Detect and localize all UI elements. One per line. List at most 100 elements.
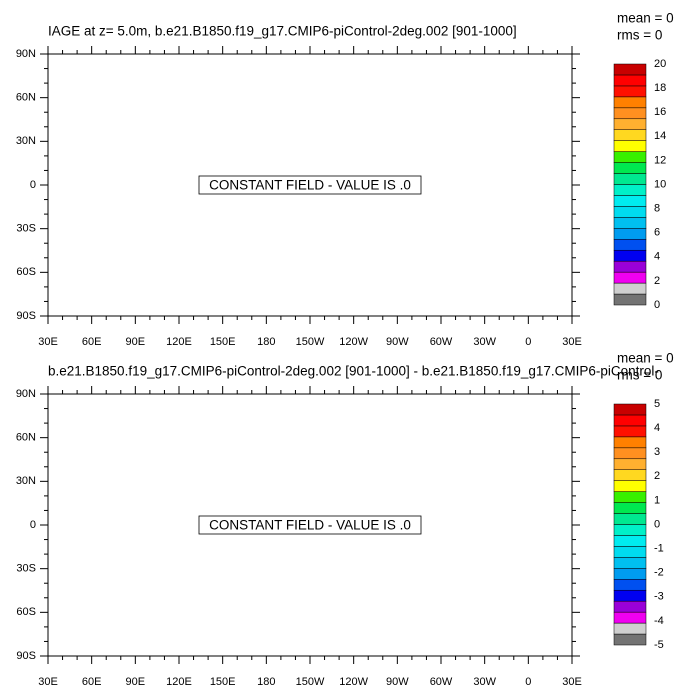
colorbar-label: 2 [654,470,660,482]
colorbar-box [613,589,647,602]
colorbar-box [613,282,647,295]
y-tick-label: 30S [16,223,36,235]
y-tick-label: 30N [16,475,36,487]
stat-label: mean = 0 [617,11,674,26]
stat-label: rms = 0 [617,28,662,43]
x-tick-label: 30E [562,676,582,688]
stat-label: rms = 0 [617,368,662,383]
panel-title: IAGE at z= 5.0m, b.e21.B1850.f19_g17.CMI… [48,24,517,39]
colorbar-box [613,239,647,251]
colorbar-label: 18 [654,82,666,94]
x-tick-label: 30W [473,336,496,348]
colorbar-box [613,611,647,624]
message-box [198,515,422,535]
colorbar-box [613,579,647,591]
colorbar-box [613,546,647,558]
x-tick-label: 150W [296,336,325,348]
colorbar-box [613,436,647,449]
colorbar-box [613,535,647,547]
colorbar-box [613,425,647,438]
colorbar-label: -3 [654,591,664,603]
colorbar-box [613,74,647,87]
x-tick-label: 0 [525,676,531,688]
colorbar-box [613,568,647,580]
x-tick-label: 120W [339,676,368,688]
colorbar-box [613,217,647,229]
x-tick-label: 150E [210,676,236,688]
colorbar-box [613,228,647,240]
colorbar-box [613,195,647,207]
colorbar-box [613,85,647,98]
x-tick-label: 150W [296,676,325,688]
colorbar-box [613,184,647,196]
colorbar-label: -1 [654,543,664,555]
colorbar-box [613,260,647,273]
colorbar-box [613,414,647,427]
x-tick-label: 30W [473,676,496,688]
colorbar-box [613,162,647,174]
colorbar-label: 16 [654,106,666,118]
message: CONSTANT FIELD - VALUE IS .0 [209,518,411,533]
colorbar-box [613,600,647,613]
colorbar-box [613,622,647,635]
colorbar-label: 0 [654,299,660,311]
y-tick-label: 90N [16,48,36,60]
colorbar-label: -5 [654,639,664,651]
colorbar-box [613,63,647,76]
colorbar-box [613,524,647,536]
panel: IAGE at z= 5.0m, b.e21.B1850.f19_g17.CMI… [16,11,674,348]
colorbar-box [613,513,647,525]
x-tick-label: 90W [386,336,409,348]
x-tick-label: 30E [38,676,58,688]
x-tick-label: 120E [166,336,192,348]
colorbar-box [613,151,647,163]
x-tick-label: 120W [339,336,368,348]
x-tick-label: 150E [210,336,236,348]
y-tick-label: 30N [16,135,36,147]
x-tick-label: 60E [82,676,102,688]
colorbar-label: 4 [654,251,660,263]
x-tick-label: 90E [126,336,146,348]
colorbar-label: 20 [654,58,666,70]
colorbar-label: 14 [654,130,666,142]
x-tick-label: 30E [38,336,58,348]
colorbar-box [613,206,647,218]
colorbar-box [613,469,647,481]
x-tick-label: 180 [257,676,275,688]
x-tick-label: 0 [525,336,531,348]
y-tick-label: 0 [30,179,36,191]
x-tick-label: 60W [430,676,453,688]
colorbar-box [613,557,647,569]
colorbar-box [613,129,647,141]
colorbar-label: 4 [654,422,660,434]
colorbar-label: -4 [654,615,664,627]
x-tick-label: 90W [386,676,409,688]
x-tick-label: 30E [562,336,582,348]
colorbar-box [613,403,647,416]
colorbar-box [613,249,647,262]
y-tick-label: 60N [16,92,36,104]
colorbar-box [613,107,647,120]
colorbar-box [613,480,647,492]
colorbar-box [613,118,647,130]
x-tick-label: 60W [430,336,453,348]
colorbar-box [613,502,647,514]
y-tick-label: 30S [16,563,36,575]
colorbar-label: 10 [654,178,666,190]
x-tick-label: 180 [257,336,275,348]
x-tick-label: 120E [166,676,192,688]
colorbar-box [613,633,647,646]
panel-title: b.e21.B1850.f19_g17.CMIP6-piControl-2deg… [48,364,659,379]
colorbar-label: 6 [654,227,660,239]
panel: b.e21.B1850.f19_g17.CMIP6-piControl-2deg… [16,351,674,688]
colorbar-box [613,173,647,185]
x-tick-label: 90E [126,676,146,688]
y-tick-label: 90N [16,388,36,400]
colorbar-label: 2 [654,275,660,287]
colorbar-box [613,96,647,109]
x-tick-label: 60E [82,336,102,348]
colorbar-label: 3 [654,446,660,458]
colorbar-box [613,271,647,284]
colorbar-box [613,293,647,306]
